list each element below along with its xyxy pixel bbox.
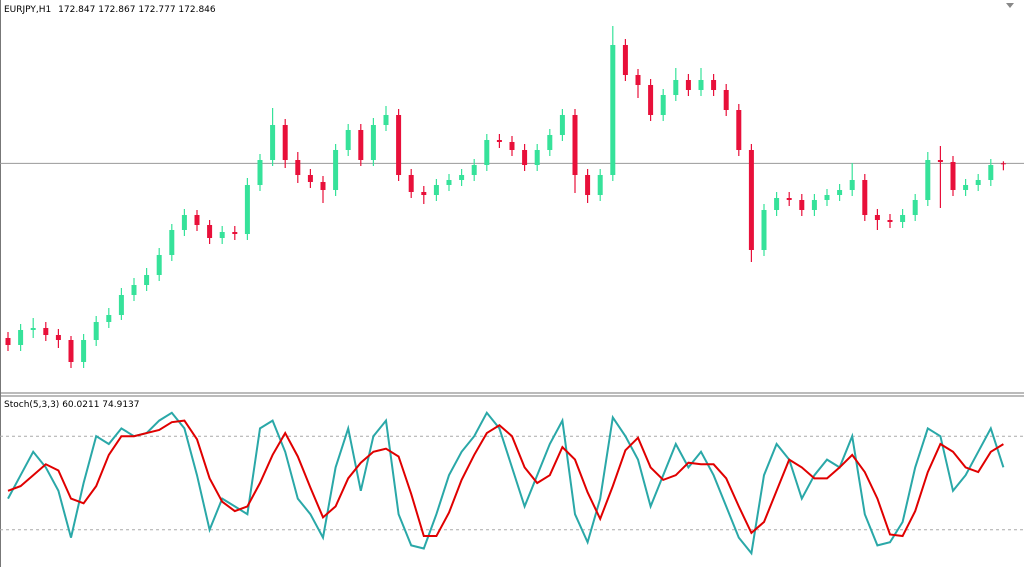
candle-body bbox=[887, 220, 893, 222]
candle-body bbox=[622, 45, 628, 75]
candle-body bbox=[937, 160, 943, 162]
candle-body bbox=[5, 338, 11, 345]
symbol: EURJPY,H1 bbox=[4, 5, 51, 15]
candle-body bbox=[685, 80, 691, 90]
candle-body bbox=[774, 198, 780, 210]
candle-body bbox=[963, 185, 969, 190]
candle-body bbox=[320, 182, 326, 190]
candle-body bbox=[345, 130, 351, 150]
last-close: 172.846 bbox=[178, 5, 215, 15]
candle-body bbox=[396, 115, 402, 175]
candle-body bbox=[509, 142, 515, 150]
last-high: 172.867 bbox=[98, 5, 135, 15]
candle-body bbox=[572, 115, 578, 175]
candle-body bbox=[1000, 163, 1006, 165]
candle-body bbox=[849, 180, 855, 190]
candle-body bbox=[786, 198, 792, 200]
candle-body bbox=[307, 175, 313, 182]
candle-body bbox=[900, 215, 906, 222]
candle-body bbox=[648, 85, 654, 115]
candle-body bbox=[824, 195, 830, 200]
candle-body bbox=[660, 95, 666, 115]
candle-body bbox=[433, 185, 439, 195]
chart-header: EURJPY,H1 172.847 172.867 172.777 172.84… bbox=[4, 5, 216, 15]
candle-body bbox=[761, 210, 767, 250]
stoch-line bbox=[7, 411, 1005, 556]
candle-body bbox=[43, 328, 49, 335]
scroll-icon[interactable] bbox=[1006, 3, 1014, 8]
candle-body bbox=[673, 80, 679, 95]
indicator-header: Stoch(5,3,3) 60.0211 74.9137 bbox=[4, 400, 140, 410]
candle-body bbox=[522, 150, 528, 165]
candle-body bbox=[244, 185, 250, 234]
candle-body bbox=[874, 215, 880, 220]
candle-body bbox=[156, 255, 162, 275]
candle-body bbox=[975, 180, 981, 185]
candle-body bbox=[698, 80, 704, 90]
candle-body bbox=[370, 125, 376, 160]
candle-body bbox=[736, 110, 742, 150]
candle-body bbox=[811, 200, 817, 210]
candle-body bbox=[383, 115, 389, 125]
candle-body bbox=[496, 140, 502, 142]
candle-body bbox=[118, 295, 124, 315]
candle-body bbox=[950, 162, 956, 190]
candle-body bbox=[471, 165, 477, 175]
candle-body bbox=[862, 180, 868, 215]
candle-body bbox=[333, 150, 339, 190]
main-value: 60.0211 bbox=[62, 400, 99, 410]
candle-body bbox=[106, 315, 112, 322]
candle-body bbox=[484, 140, 490, 165]
candle-body bbox=[207, 225, 213, 238]
candle-body bbox=[534, 150, 540, 165]
signal-value: 74.9137 bbox=[102, 400, 139, 410]
candle-body bbox=[358, 130, 364, 160]
candle-body bbox=[232, 232, 238, 234]
last-open: 172.847 bbox=[58, 5, 95, 15]
candle-body bbox=[547, 135, 553, 150]
candle-body bbox=[93, 322, 99, 340]
candle-body bbox=[18, 330, 24, 345]
candle-body bbox=[181, 215, 187, 230]
candle-body bbox=[282, 125, 288, 160]
candle-body bbox=[925, 160, 931, 200]
stoch-line bbox=[7, 419, 1004, 538]
candle-body bbox=[988, 165, 994, 180]
last-low: 172.777 bbox=[138, 5, 175, 15]
candle-body bbox=[459, 175, 465, 180]
candle-body bbox=[597, 175, 603, 195]
candle-body bbox=[837, 190, 843, 195]
candle-body bbox=[912, 200, 918, 215]
candle-body bbox=[711, 80, 717, 90]
candle-body bbox=[55, 335, 61, 340]
candle-body bbox=[257, 160, 263, 185]
candle-body bbox=[219, 232, 225, 238]
candle-body bbox=[194, 215, 200, 225]
candle-body bbox=[30, 328, 36, 330]
plot bbox=[0, 26, 1024, 556]
candle-body bbox=[408, 175, 414, 192]
candle-body bbox=[169, 230, 175, 255]
candle-body bbox=[295, 160, 301, 175]
candle-body bbox=[81, 340, 87, 362]
candle-body bbox=[270, 125, 276, 160]
candle-body bbox=[585, 175, 591, 195]
candle-body bbox=[144, 275, 150, 285]
candle-body bbox=[610, 45, 616, 175]
candle-body bbox=[799, 200, 805, 210]
candle-body bbox=[421, 192, 427, 195]
candle-body bbox=[559, 115, 565, 135]
candle-body bbox=[131, 285, 137, 295]
candle-body bbox=[635, 75, 641, 85]
candle-body bbox=[446, 180, 452, 185]
candle-body bbox=[68, 340, 74, 362]
candle-body bbox=[723, 90, 729, 110]
candle-body bbox=[748, 150, 754, 250]
indicator-name: Stoch(5,3,3) bbox=[4, 400, 59, 410]
